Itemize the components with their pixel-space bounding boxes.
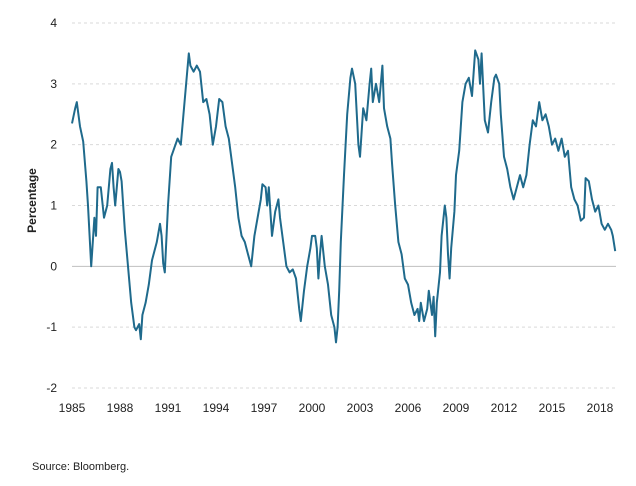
series-layer [71,49,617,344]
x-axis-ticks: 1985 1988 1991 1994 1997 2000 2003 2006 2009 2012… [59,401,614,415]
y-tick-label: -1 [46,320,57,334]
gridlines [72,22,616,389]
x-tick-label: 2006 [395,401,422,415]
x-tick-label: 2009 [443,401,470,415]
x-tick-label: 1994 [203,401,230,415]
source-note: Source: Bloomberg. [32,461,130,473]
x-tick-label: 1985 [59,401,86,415]
y-tick-label: -2 [46,381,57,395]
y-tick-label: 2 [50,138,57,152]
x-tick-label: 1988 [107,401,134,415]
y-axis-ticks: -2 -1 0 1 2 3 4 [46,16,57,395]
x-tick-label: 1997 [251,401,278,415]
y-axis-label: Percentage [25,168,39,233]
x-tick-label: 2018 [587,401,614,415]
y-tick-label: 4 [50,16,57,30]
x-tick-label: 2012 [491,401,518,415]
x-tick-label: 2015 [539,401,566,415]
x-tick-label: 2003 [347,401,374,415]
y-tick-label: 0 [50,259,57,273]
y-tick-label: 1 [50,199,57,213]
y-tick-label: 3 [50,77,57,91]
x-tick-label: 2000 [299,401,326,415]
series-line [71,49,617,344]
x-tick-label: 1991 [155,401,182,415]
